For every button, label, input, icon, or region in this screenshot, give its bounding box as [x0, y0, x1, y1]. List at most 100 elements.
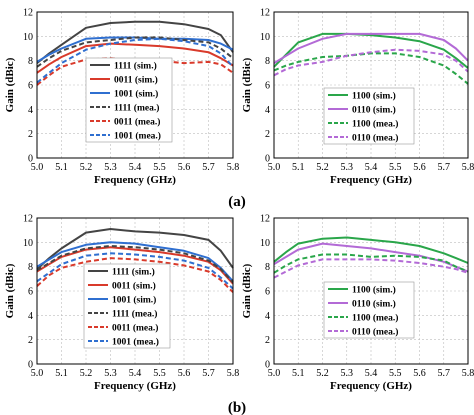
legend-entry: 1001 (sim.)	[114, 89, 158, 100]
legend: 1100 (sim.) 0110 (sim.) 1100 (mea.) 0110 (m…	[323, 87, 415, 145]
x-tick-label: 5.2	[80, 162, 93, 173]
legend-entry: 1111 (sim.)	[114, 61, 157, 72]
legend-entry: 1100 (mea.)	[352, 313, 398, 324]
legend-entry: 1100 (mea.)	[352, 119, 398, 130]
x-tick-label: 5.3	[341, 368, 354, 379]
x-tick-label: 5.0	[268, 368, 281, 379]
legend-entry: 0011 (mea.)	[112, 323, 158, 334]
x-tick-label: 5.4	[129, 162, 142, 173]
x-tick-label: 5.3	[104, 162, 117, 173]
series-line	[273, 32, 469, 64]
y-tick-label: 6	[28, 81, 33, 92]
x-axis-label: Frequency (GHz)	[94, 380, 176, 392]
series-line	[36, 257, 234, 293]
x-tick-label: 5.6	[413, 162, 426, 173]
legend-entry: 1100 (sim.)	[352, 285, 396, 296]
legend-entry: 1100 (sim.)	[352, 91, 396, 102]
y-tick-label: 12	[260, 8, 270, 19]
x-tick-label: 5.6	[178, 162, 191, 173]
y-tick-label: 8	[265, 262, 270, 273]
legend-entry: 0110 (mea.)	[352, 133, 398, 144]
x-tick-label: 5.3	[104, 368, 117, 379]
y-tick-label: 2	[265, 335, 270, 346]
x-tick-label: 5.0	[268, 162, 281, 173]
caption-b: (b)	[228, 400, 246, 415]
x-tick-label: 5.7	[438, 162, 451, 173]
x-tick-label: 5.4	[129, 368, 142, 379]
y-tick-label: 12	[260, 214, 270, 225]
y-axis-label: Gain (dBic)	[4, 263, 16, 318]
y-tick-label: 6	[28, 287, 33, 298]
series-line	[36, 37, 234, 84]
legend-entry: 1001 (mea.)	[114, 131, 161, 142]
series-line	[36, 36, 234, 68]
y-tick-label: 2	[265, 129, 270, 140]
y-tick-label: 10	[23, 32, 33, 43]
chart-b-right: 5.0 5.1 5.2 5.3 5.4 5.5 5.6 5.7 5.8 0 2 4 6 8 10 12 Freq…	[241, 214, 474, 393]
x-tick-label: 5.4	[365, 162, 378, 173]
series-line	[36, 20, 234, 64]
series-line	[273, 48, 469, 77]
x-tick-label: 5.8	[227, 368, 240, 379]
y-tick-label: 12	[23, 8, 33, 19]
x-tick-label: 5.5	[389, 162, 402, 173]
series-line	[36, 241, 234, 282]
x-tick-label: 5.4	[365, 368, 378, 379]
legend-box	[323, 87, 415, 145]
x-axis-label: Frequency (GHz)	[330, 174, 412, 186]
x-tick-label: 5.2	[80, 368, 93, 379]
x-axis-label: Frequency (GHz)	[330, 380, 412, 392]
x-tick-label: 5.6	[413, 368, 426, 379]
legend: 1111 (sim.) 0011 (sim.) 1001 (sim.) 1111 (m…	[85, 57, 173, 143]
y-axis-label: Gain (dBic)	[241, 57, 253, 112]
x-tick-label: 5.7	[438, 368, 451, 379]
chart-a-right: 5.0 5.1 5.2 5.3 5.4 5.5 5.6 5.7 5.8 0 2 4 6 8 10 12 Freq…	[241, 8, 474, 187]
legend-entry: 1111 (mea.)	[112, 309, 157, 320]
y-tick-label: 6	[265, 287, 270, 298]
series-line	[36, 42, 234, 74]
y-tick-label: 4	[265, 311, 270, 322]
legend-entry: 0011 (sim.)	[114, 75, 158, 86]
y-tick-label: 8	[28, 262, 33, 273]
x-tick-label: 5.6	[178, 368, 191, 379]
plot-frame	[36, 11, 234, 159]
legend-entry: 1111 (sim.)	[112, 267, 155, 278]
x-tick-label: 5.5	[153, 368, 166, 379]
y-tick-label: 2	[28, 129, 33, 140]
x-tick-label: 5.8	[462, 162, 474, 173]
legend: 1100 (sim.) 0110 (sim.) 1100 (mea.) 0110 (m…	[323, 281, 415, 339]
y-tick-label: 4	[28, 105, 33, 116]
series-line	[273, 52, 469, 85]
x-tick-label: 5.0	[31, 162, 44, 173]
plot-frame	[36, 217, 234, 365]
legend-entry: 0011 (mea.)	[114, 117, 160, 128]
x-tick-label: 5.7	[202, 368, 215, 379]
x-tick-label: 5.8	[462, 368, 474, 379]
legend-entry: 1111 (mea.)	[114, 103, 159, 114]
legend-box	[323, 281, 415, 339]
x-tick-label: 5.1	[292, 162, 305, 173]
legend-box	[83, 263, 171, 349]
series-line	[36, 246, 234, 285]
x-tick-label: 5.3	[341, 162, 354, 173]
x-axis-label: Frequency (GHz)	[94, 174, 176, 186]
y-axis-label: Gain (dBic)	[241, 263, 253, 318]
y-tick-label: 12	[23, 214, 33, 225]
y-tick-label: 2	[28, 335, 33, 346]
series-line	[273, 258, 469, 279]
legend-entry: 0110 (sim.)	[352, 105, 396, 116]
x-tick-label: 5.8	[227, 162, 240, 173]
x-tick-label: 5.2	[316, 368, 329, 379]
x-tick-label: 5.1	[292, 368, 305, 379]
chart-b-left: 5.0 5.1 5.2 5.3 5.4 5.5 5.6 5.7 5.8 0 2 4 6 8 10 12 Freq…	[4, 214, 239, 393]
series-line	[36, 228, 234, 270]
x-tick-label: 5.5	[153, 162, 166, 173]
y-tick-label: 10	[260, 32, 270, 43]
y-axis-label: Gain (dBic)	[4, 57, 16, 112]
chart-a-left: 5.0 5.1 5.2 5.3 5.4 5.5 5.6 5.7 5.8 0 2 4 6 8 10 12 Freq…	[4, 8, 239, 187]
series-line	[36, 252, 234, 290]
y-tick-label: 4	[265, 105, 270, 116]
x-tick-label: 5.2	[316, 162, 329, 173]
y-tick-label: 10	[260, 238, 270, 249]
